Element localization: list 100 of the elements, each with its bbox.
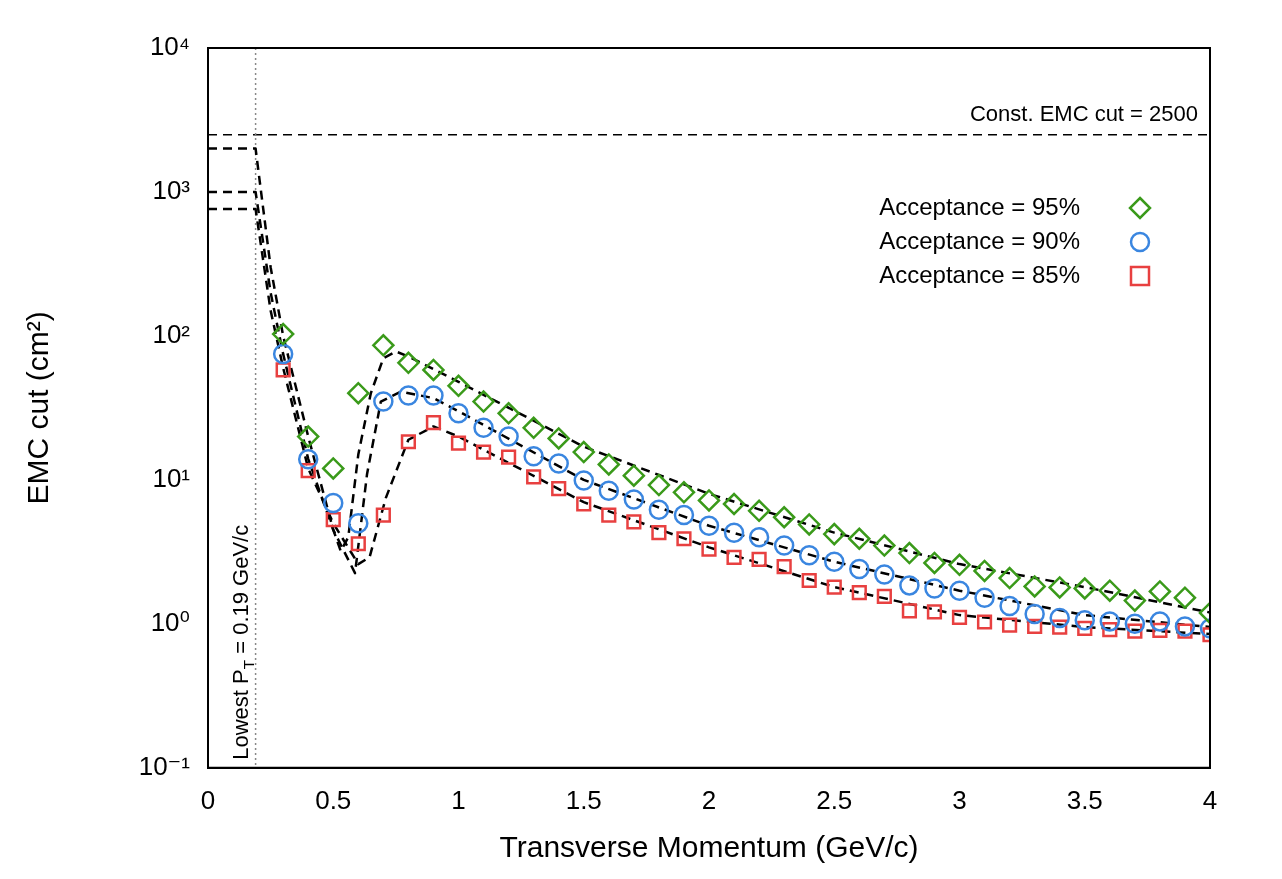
point bbox=[676, 531, 692, 547]
point bbox=[372, 334, 395, 357]
point bbox=[1174, 616, 1196, 637]
point bbox=[648, 499, 670, 521]
point bbox=[974, 587, 995, 608]
point bbox=[622, 464, 646, 487]
point bbox=[951, 609, 968, 625]
y-axis-title: EMC cut (cm²) bbox=[21, 311, 55, 505]
point bbox=[373, 391, 394, 412]
point bbox=[698, 515, 720, 537]
point bbox=[1098, 579, 1122, 602]
x-tick-label: 3 bbox=[952, 784, 967, 815]
point bbox=[924, 578, 945, 599]
point bbox=[651, 525, 667, 541]
point bbox=[976, 614, 993, 630]
x-tick-label: 3.5 bbox=[1066, 784, 1103, 815]
legend-label: Acceptance = 85% bbox=[879, 260, 1080, 288]
point bbox=[697, 489, 721, 512]
point bbox=[447, 374, 470, 398]
point bbox=[576, 496, 592, 512]
point bbox=[899, 575, 920, 596]
point bbox=[626, 514, 642, 530]
point bbox=[526, 469, 542, 485]
point bbox=[1024, 603, 1045, 625]
point bbox=[1074, 609, 1095, 631]
x-tick-label: 1 bbox=[451, 784, 466, 815]
legend-label: Acceptance = 90% bbox=[879, 226, 1080, 254]
point bbox=[801, 572, 817, 589]
point bbox=[375, 507, 391, 523]
point bbox=[323, 492, 344, 514]
point bbox=[926, 604, 943, 620]
point bbox=[701, 541, 717, 557]
point bbox=[1049, 607, 1070, 629]
point bbox=[573, 470, 594, 491]
point bbox=[497, 402, 520, 425]
point bbox=[1099, 611, 1121, 632]
x-axis-title: Transverse Momentum (GeV/c) bbox=[499, 830, 919, 864]
point bbox=[422, 358, 445, 382]
point bbox=[949, 580, 970, 601]
x-tick-label: 2 bbox=[701, 784, 717, 815]
point bbox=[296, 425, 320, 448]
point bbox=[773, 535, 795, 556]
point bbox=[1173, 586, 1197, 609]
point bbox=[647, 473, 671, 497]
point bbox=[548, 453, 569, 474]
point bbox=[998, 566, 1021, 590]
point bbox=[547, 427, 570, 450]
x-tick-label: 4 bbox=[1202, 784, 1218, 815]
ref-line-label: Lowest PT = 0.19 GeV/c bbox=[227, 524, 258, 760]
point bbox=[500, 449, 517, 465]
point bbox=[623, 489, 645, 510]
point bbox=[597, 453, 621, 476]
point bbox=[823, 522, 846, 546]
y-tick-label: 10³ bbox=[152, 175, 191, 206]
point bbox=[672, 481, 696, 504]
x-tick-label: 0.5 bbox=[315, 784, 352, 815]
y-tick-label: 10¹ bbox=[152, 463, 191, 494]
point bbox=[851, 584, 867, 601]
point bbox=[350, 536, 366, 552]
point bbox=[826, 579, 842, 595]
point bbox=[498, 426, 519, 447]
point bbox=[1123, 589, 1147, 612]
point bbox=[876, 588, 892, 605]
point bbox=[849, 558, 870, 580]
point bbox=[1148, 580, 1172, 603]
y-tick-label: 10⁴ bbox=[149, 31, 190, 62]
point bbox=[673, 504, 695, 526]
point bbox=[1073, 577, 1096, 600]
y-tick-label: 10⁻¹ bbox=[138, 750, 191, 781]
point bbox=[901, 603, 918, 619]
point bbox=[397, 351, 420, 375]
point bbox=[598, 480, 620, 502]
point bbox=[475, 444, 492, 460]
point bbox=[322, 457, 345, 480]
point bbox=[747, 499, 771, 523]
point bbox=[824, 551, 845, 572]
point bbox=[1048, 576, 1071, 599]
point bbox=[1124, 613, 1146, 635]
point bbox=[776, 558, 792, 575]
point bbox=[522, 416, 545, 440]
point bbox=[523, 445, 544, 467]
ref-line-label: Const. EMC cut = 2500 bbox=[969, 100, 1199, 126]
x-tick-label: 0 bbox=[200, 784, 216, 815]
point bbox=[722, 492, 746, 516]
point bbox=[347, 381, 370, 405]
point bbox=[999, 595, 1020, 617]
point bbox=[1001, 617, 1018, 633]
point bbox=[1023, 575, 1046, 598]
point bbox=[473, 417, 494, 439]
point bbox=[423, 385, 444, 406]
x-tick-label: 2.5 bbox=[816, 784, 853, 815]
point bbox=[398, 385, 419, 406]
point bbox=[400, 434, 417, 450]
point bbox=[898, 541, 921, 565]
point bbox=[748, 526, 770, 548]
point bbox=[797, 513, 821, 536]
point bbox=[751, 551, 767, 568]
point bbox=[923, 551, 946, 575]
point bbox=[772, 506, 796, 529]
y-tick-label: 10² bbox=[152, 319, 191, 350]
